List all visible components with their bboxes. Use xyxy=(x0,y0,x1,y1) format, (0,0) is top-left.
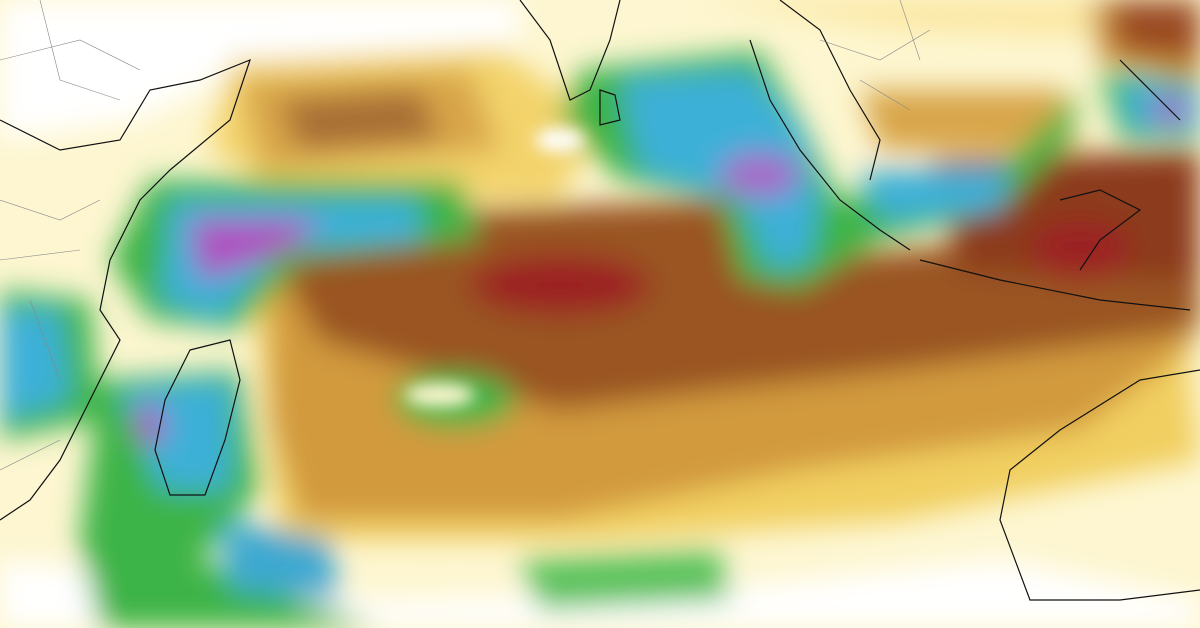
coastlines xyxy=(0,0,1200,601)
white-pockets xyxy=(405,128,585,407)
borders xyxy=(0,0,931,471)
